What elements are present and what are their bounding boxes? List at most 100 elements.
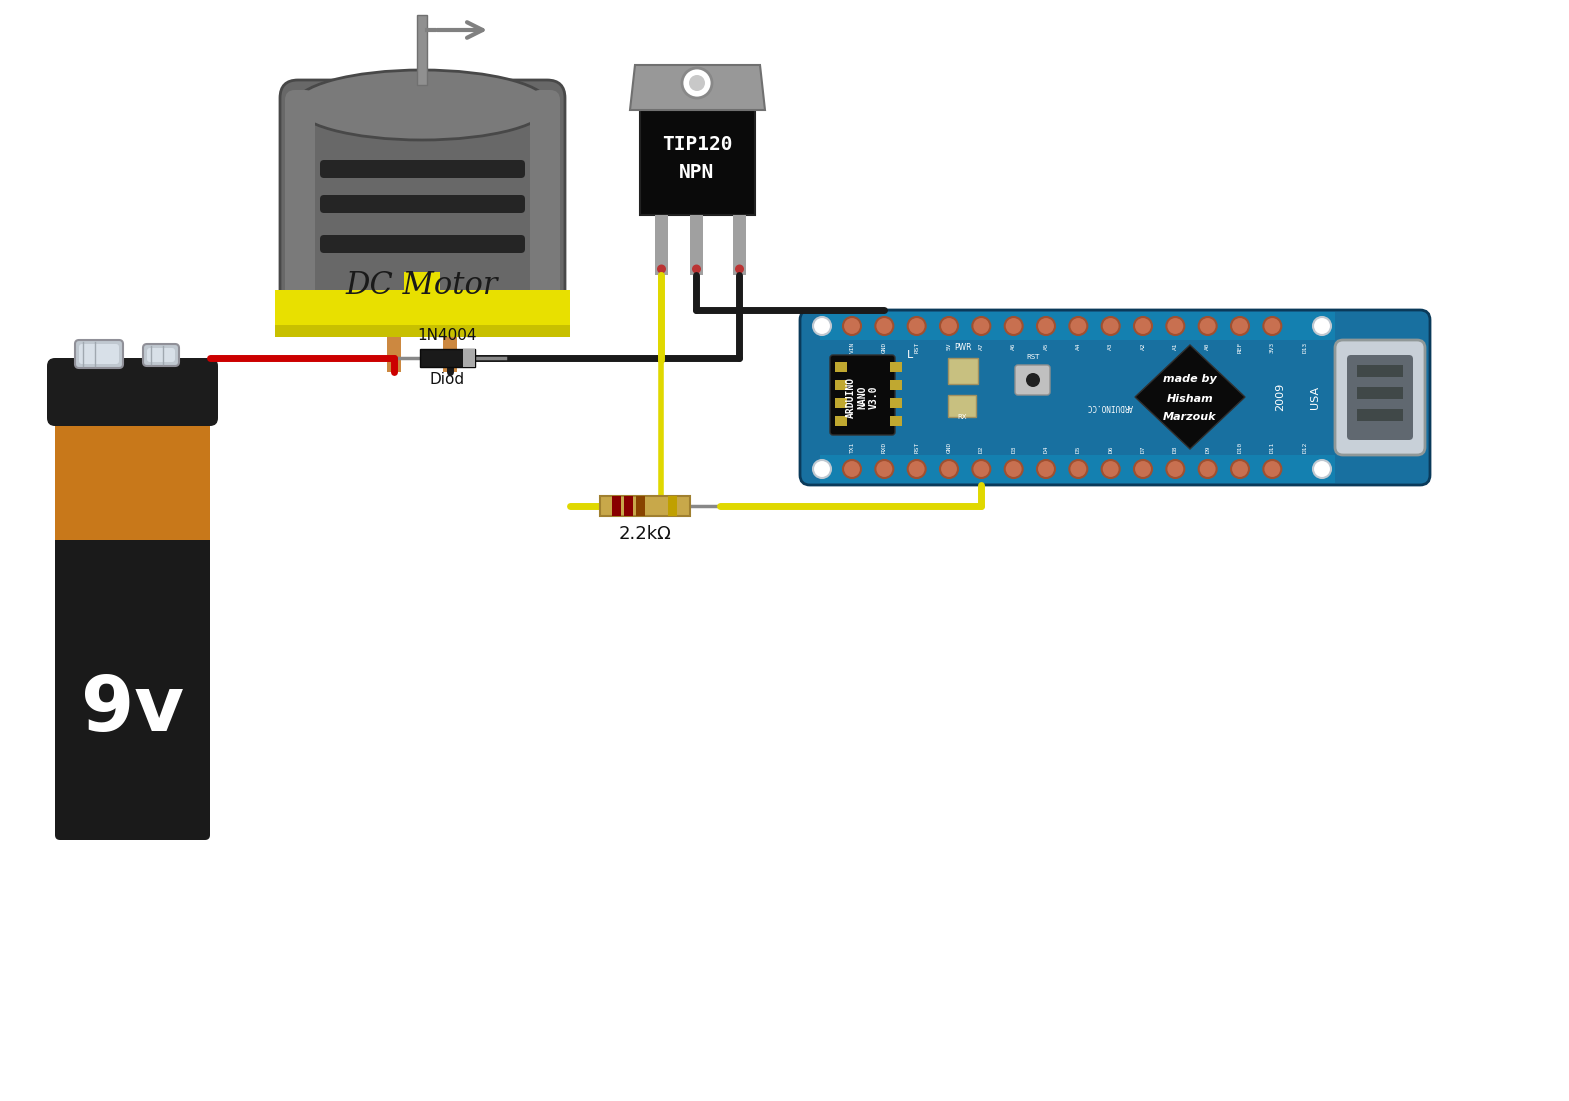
Bar <box>420 349 475 367</box>
Ellipse shape <box>1166 460 1185 478</box>
Text: A5: A5 <box>1043 342 1048 349</box>
Text: TIP120: TIP120 <box>662 135 733 154</box>
Text: Diod: Diod <box>430 372 464 388</box>
Text: D3: D3 <box>1010 446 1017 453</box>
Text: A0: A0 <box>1205 342 1210 349</box>
Ellipse shape <box>973 460 990 478</box>
Ellipse shape <box>908 460 926 478</box>
FancyBboxPatch shape <box>1335 340 1425 455</box>
Ellipse shape <box>1070 317 1087 335</box>
FancyBboxPatch shape <box>530 90 560 299</box>
FancyBboxPatch shape <box>147 348 176 362</box>
Ellipse shape <box>1101 317 1120 335</box>
Bar <box>55 419 210 539</box>
Text: VIN: VIN <box>849 342 855 353</box>
Text: ARDUINO.CC: ARDUINO.CC <box>1087 403 1133 412</box>
Ellipse shape <box>1232 317 1249 335</box>
Text: D12: D12 <box>1302 442 1307 453</box>
Bar <box>890 416 902 426</box>
Ellipse shape <box>940 460 959 478</box>
Bar <box>1357 386 1403 399</box>
FancyBboxPatch shape <box>286 90 315 299</box>
Ellipse shape <box>734 264 744 273</box>
Bar <box>275 290 570 325</box>
FancyBboxPatch shape <box>800 310 1429 486</box>
Text: D6: D6 <box>1108 446 1112 453</box>
Ellipse shape <box>1263 460 1282 478</box>
Bar <box>442 337 457 372</box>
Text: Marzouk: Marzouk <box>1163 412 1216 422</box>
Text: TX1: TX1 <box>849 442 855 453</box>
Bar <box>948 395 976 417</box>
Text: RST: RST <box>1026 355 1040 360</box>
Ellipse shape <box>1004 317 1023 335</box>
Ellipse shape <box>843 460 861 478</box>
Bar <box>275 325 570 337</box>
Text: REF: REF <box>1238 342 1243 353</box>
Text: D11: D11 <box>1269 442 1276 453</box>
Text: D13: D13 <box>1302 342 1307 353</box>
Ellipse shape <box>1037 317 1054 335</box>
Ellipse shape <box>1232 460 1249 478</box>
Ellipse shape <box>657 264 665 273</box>
Text: RST: RST <box>915 442 919 453</box>
Text: 3V3: 3V3 <box>1269 342 1276 353</box>
Ellipse shape <box>1026 373 1040 386</box>
Ellipse shape <box>1134 460 1152 478</box>
Ellipse shape <box>843 317 861 335</box>
Bar <box>635 495 645 516</box>
Ellipse shape <box>1199 317 1216 335</box>
Bar <box>624 495 632 516</box>
Bar <box>612 495 621 516</box>
Ellipse shape <box>689 75 704 91</box>
Ellipse shape <box>1199 460 1216 478</box>
Ellipse shape <box>876 460 893 478</box>
Bar <box>654 215 668 275</box>
Ellipse shape <box>1070 460 1087 478</box>
Text: USA: USA <box>1310 385 1320 408</box>
Ellipse shape <box>1166 317 1185 335</box>
Text: RST: RST <box>915 342 919 353</box>
Ellipse shape <box>692 264 701 273</box>
Bar <box>599 495 690 516</box>
Bar <box>890 380 902 390</box>
Text: 5V: 5V <box>946 342 951 349</box>
FancyBboxPatch shape <box>1015 366 1050 395</box>
Text: GND: GND <box>946 442 951 453</box>
Bar <box>640 110 755 215</box>
FancyBboxPatch shape <box>279 80 565 320</box>
Text: A4: A4 <box>1076 342 1081 349</box>
Ellipse shape <box>295 70 549 140</box>
Bar <box>835 416 847 426</box>
Bar <box>1357 408 1403 421</box>
Polygon shape <box>631 65 766 110</box>
Text: A3: A3 <box>1108 342 1112 349</box>
Bar <box>948 358 977 384</box>
Bar <box>403 272 439 314</box>
Text: D2: D2 <box>979 446 984 453</box>
Ellipse shape <box>940 317 959 335</box>
Ellipse shape <box>1037 460 1054 478</box>
Text: D5: D5 <box>1076 446 1081 453</box>
Text: L: L <box>907 350 913 360</box>
Ellipse shape <box>1004 460 1023 478</box>
Text: A6: A6 <box>1010 342 1017 349</box>
Ellipse shape <box>876 317 893 335</box>
Text: D8: D8 <box>1174 446 1178 453</box>
Bar <box>821 455 1335 483</box>
Bar <box>890 362 902 372</box>
Text: D7: D7 <box>1141 446 1145 453</box>
FancyBboxPatch shape <box>143 344 179 366</box>
Text: A1: A1 <box>1174 342 1178 349</box>
Polygon shape <box>1134 345 1244 449</box>
Text: PWR: PWR <box>954 344 971 352</box>
FancyBboxPatch shape <box>78 344 119 364</box>
Text: made by: made by <box>1163 374 1218 384</box>
FancyBboxPatch shape <box>1348 355 1414 440</box>
Ellipse shape <box>1134 317 1152 335</box>
Bar <box>733 215 745 275</box>
Ellipse shape <box>813 317 832 335</box>
Text: 1N4004: 1N4004 <box>417 328 477 344</box>
Text: A7: A7 <box>979 342 984 349</box>
Text: Hisham: Hisham <box>1167 394 1213 404</box>
